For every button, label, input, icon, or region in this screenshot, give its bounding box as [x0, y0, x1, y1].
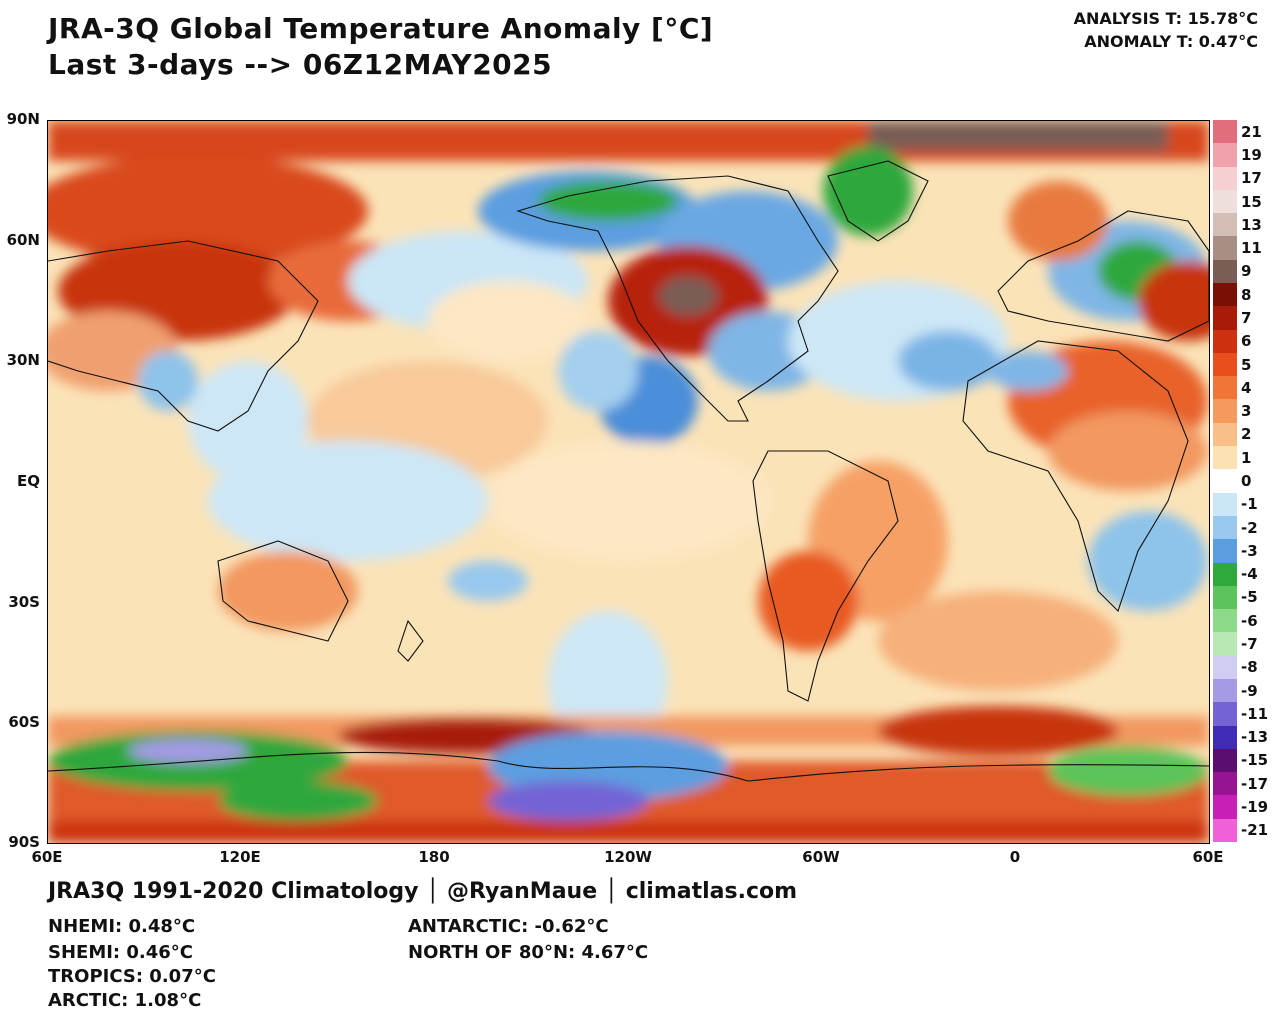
temperature-anomaly-map — [47, 120, 1210, 844]
colorbar-label: 4 — [1241, 378, 1252, 397]
colorbar-label: -9 — [1241, 681, 1258, 700]
colorbar-swatch — [1213, 678, 1237, 703]
colorbar-label: -4 — [1241, 565, 1258, 584]
colorbar-swatch — [1213, 492, 1237, 517]
colorbar-swatch — [1213, 120, 1237, 144]
stat-north-of-80n: NORTH OF 80°N: 4.67°C — [408, 942, 649, 963]
lon-label: 120W — [604, 848, 652, 866]
colorbar-swatch — [1213, 399, 1237, 424]
map-field — [48, 121, 1209, 843]
colorbar-swatch — [1213, 306, 1237, 331]
colorbar-label: -21 — [1241, 821, 1269, 840]
lat-label: 30S — [8, 593, 40, 611]
stat-tropics: TROPICS: 0.07°C — [48, 966, 216, 987]
colorbar — [1213, 120, 1237, 843]
lon-label: 60E — [31, 848, 63, 866]
colorbar-label: 5 — [1241, 355, 1252, 374]
colorbar-label: -19 — [1241, 798, 1269, 817]
lat-label: 90N — [6, 110, 40, 128]
lat-label: 60S — [8, 713, 40, 731]
colorbar-swatch — [1213, 213, 1237, 237]
colorbar-swatch — [1213, 702, 1237, 727]
colorbar-label: 13 — [1241, 215, 1262, 234]
colorbar-swatch — [1213, 422, 1237, 447]
colorbar-swatch — [1213, 772, 1237, 796]
colorbar-swatch — [1213, 632, 1237, 657]
colorbar-swatch — [1213, 283, 1237, 307]
lon-label: 60W — [802, 848, 840, 866]
colorbar-swatch — [1213, 236, 1237, 261]
colorbar-label: -1 — [1241, 495, 1258, 514]
colorbar-label: 1 — [1241, 448, 1252, 467]
colorbar-label: 8 — [1241, 285, 1252, 304]
colorbar-label: 0 — [1241, 472, 1252, 490]
lat-label: 60N — [6, 231, 40, 249]
colorbar-swatch — [1213, 166, 1237, 191]
stat-antarctic: ANTARCTIC: -0.62°C — [408, 916, 609, 937]
colorbar-label: 9 — [1241, 262, 1252, 281]
stat-arctic: ARCTIC: 1.08°C — [48, 990, 202, 1011]
lon-label: 120E — [219, 848, 261, 866]
anomaly-temperature: ANOMALY T: 0.47°C — [1084, 32, 1258, 51]
credits-line: JRA3Q 1991-2020 Climatology │ @RyanMaue … — [48, 879, 798, 904]
colorbar-swatch — [1213, 189, 1237, 214]
colorbar-swatch — [1213, 795, 1237, 820]
colorbar-swatch — [1213, 352, 1237, 377]
colorbar-swatch — [1213, 725, 1237, 750]
lat-label: 30N — [6, 351, 40, 369]
colorbar-label: -6 — [1241, 611, 1258, 630]
colorbar-label: -3 — [1241, 541, 1258, 560]
analysis-temperature: ANALYSIS T: 15.78°C — [1073, 9, 1258, 28]
colorbar-label: 21 — [1241, 122, 1262, 141]
global-summary: ANALYSIS T: 15.78°C ANOMALY T: 0.47°C — [1074, 7, 1258, 53]
colorbar-label: -11 — [1241, 704, 1269, 723]
colorbar-swatch — [1213, 748, 1237, 773]
lat-label: 90S — [8, 833, 40, 851]
colorbar-label: 11 — [1241, 239, 1262, 258]
stat-nhemi: NHEMI: 0.48°C — [48, 916, 196, 937]
colorbar-label: -8 — [1241, 658, 1258, 677]
map-title: JRA-3Q Global Temperature Anomaly [°C] — [48, 12, 714, 45]
colorbar-swatch — [1213, 515, 1237, 540]
colorbar-swatch — [1213, 562, 1237, 587]
colorbar-label: -7 — [1241, 635, 1258, 654]
colorbar-label: 3 — [1241, 402, 1252, 421]
colorbar-label: -17 — [1241, 774, 1269, 793]
colorbar-swatch — [1213, 609, 1237, 633]
map-subtitle: Last 3-days --> 06Z12MAY2025 — [48, 48, 553, 81]
colorbar-swatch — [1213, 585, 1237, 610]
colorbar-swatch — [1213, 329, 1237, 354]
colorbar-swatch — [1213, 143, 1237, 168]
lon-label: 60E — [1192, 848, 1224, 866]
colorbar-swatch — [1213, 818, 1237, 843]
colorbar-swatch — [1213, 446, 1237, 470]
lon-label: 180 — [418, 848, 450, 866]
colorbar-label: 19 — [1241, 145, 1262, 164]
colorbar-label: 2 — [1241, 425, 1252, 444]
colorbar-swatch — [1213, 376, 1237, 400]
lat-label: EQ — [17, 472, 40, 490]
colorbar-label: 17 — [1241, 169, 1262, 188]
colorbar-label: 6 — [1241, 332, 1252, 351]
colorbar-swatch — [1213, 469, 1237, 494]
colorbar-label: 15 — [1241, 192, 1262, 211]
colorbar-swatch — [1213, 539, 1237, 563]
colorbar-label: -2 — [1241, 518, 1258, 537]
stat-shemi: SHEMI: 0.46°C — [48, 942, 194, 963]
colorbar-label: -5 — [1241, 588, 1258, 607]
colorbar-swatch — [1213, 259, 1237, 284]
colorbar-label: -13 — [1241, 728, 1269, 747]
lon-label: 0 — [1009, 848, 1021, 866]
colorbar-swatch — [1213, 655, 1237, 680]
colorbar-label: 7 — [1241, 308, 1252, 327]
colorbar-label: -15 — [1241, 751, 1269, 770]
